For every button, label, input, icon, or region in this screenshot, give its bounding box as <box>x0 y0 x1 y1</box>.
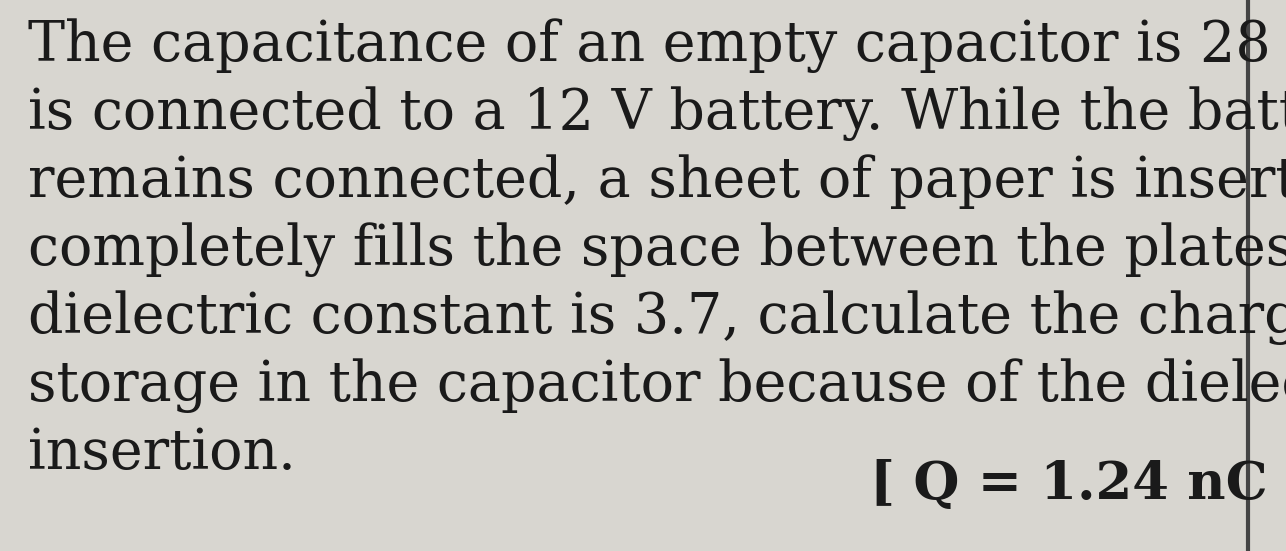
Text: is connected to a 12 V battery. While the battery: is connected to a 12 V battery. While th… <box>28 86 1286 141</box>
Text: The capacitance of an empty capacitor is 28 pF. It: The capacitance of an empty capacitor is… <box>28 18 1286 73</box>
Text: storage in the capacitor because of the dielectric: storage in the capacitor because of the … <box>28 358 1286 413</box>
Text: completely fills the space between the plates. If the: completely fills the space between the p… <box>28 222 1286 277</box>
Text: remains connected, a sheet of paper is inserted and: remains connected, a sheet of paper is i… <box>28 154 1286 209</box>
Text: dielectric constant is 3.7, calculate the charge: dielectric constant is 3.7, calculate th… <box>28 290 1286 345</box>
Text: insertion.: insertion. <box>28 426 296 480</box>
Text: [ Q = 1.24 nC ]: [ Q = 1.24 nC ] <box>871 459 1286 510</box>
